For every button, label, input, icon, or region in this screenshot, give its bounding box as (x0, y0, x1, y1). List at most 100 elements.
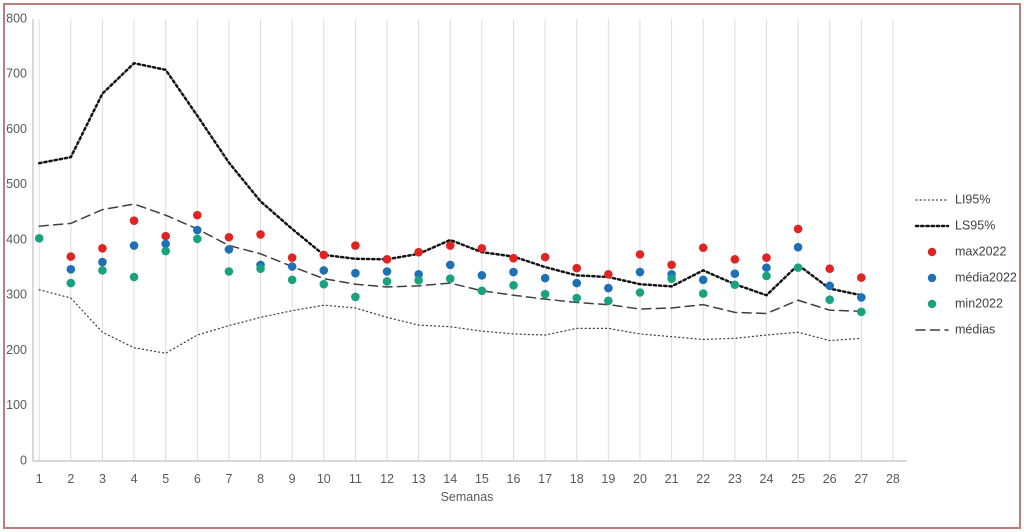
x-tick-label: 22 (696, 472, 710, 486)
point-média2022 (730, 269, 740, 279)
point-média2022 (161, 239, 170, 249)
point-min2022 (129, 272, 139, 282)
point-max2022 (66, 252, 76, 261)
point-média2022 (635, 267, 645, 277)
point-min2022 (698, 289, 708, 298)
point-max2022 (635, 250, 645, 259)
point-média2022 (66, 264, 76, 274)
point-max2022 (793, 224, 803, 234)
point-min2022 (256, 264, 265, 274)
point-média2022 (793, 242, 803, 252)
x-tick-label: 8 (257, 472, 264, 486)
y-tick-label: 100 (6, 398, 27, 412)
point-max2022 (193, 210, 202, 220)
legend-marker-max2022 (927, 247, 937, 257)
point-max2022 (604, 269, 613, 279)
point-max2022 (540, 252, 550, 262)
x-tick-label: 17 (538, 472, 552, 486)
point-max2022 (477, 243, 487, 253)
series-line-li95 (38, 289, 862, 354)
point-média2022 (572, 278, 582, 288)
point-min2022 (604, 296, 613, 306)
legend-label: min2022 (955, 296, 1003, 310)
x-tick-label: 11 (349, 472, 362, 486)
x-tick-label: 5 (162, 472, 169, 486)
point-min2022 (635, 288, 645, 297)
legend-marker-média2022 (927, 273, 937, 283)
point-média2022 (857, 293, 866, 302)
x-tick-label: 14 (443, 472, 457, 486)
point-max2022 (762, 253, 771, 262)
point-max2022 (730, 255, 740, 264)
point-min2022 (319, 279, 329, 289)
point-min2022 (34, 234, 44, 243)
point-max2022 (256, 230, 265, 239)
point-min2022 (477, 286, 487, 296)
x-tick-label: 13 (412, 472, 426, 486)
point-média2022 (477, 271, 487, 280)
series-line-ls95 (37, 61, 863, 297)
point-max2022 (161, 231, 170, 241)
legend-label: médias (955, 322, 995, 336)
x-tick-label: 10 (317, 472, 331, 486)
point-min2022 (445, 274, 455, 283)
point-média2022 (98, 257, 107, 267)
point-max2022 (319, 250, 329, 260)
point-média2022 (509, 267, 518, 277)
point-max2022 (572, 263, 582, 273)
point-min2022 (825, 295, 834, 304)
point-média2022 (825, 281, 834, 291)
y-tick-label: 800 (6, 11, 27, 25)
point-max2022 (667, 260, 676, 270)
point-min2022 (193, 234, 202, 244)
y-tick-label: 300 (6, 288, 27, 302)
point-média2022 (193, 225, 202, 235)
legend-label: média2022 (955, 270, 1017, 284)
legend-label: LS95% (955, 218, 995, 232)
point-min2022 (793, 263, 803, 272)
point-max2022 (445, 241, 455, 250)
point-min2022 (161, 246, 170, 256)
y-tick-label: 600 (6, 122, 27, 136)
point-max2022 (698, 243, 708, 253)
point-max2022 (509, 253, 518, 263)
x-tick-label: 16 (507, 472, 521, 486)
point-média2022 (762, 263, 771, 272)
x-tick-label: 7 (225, 472, 232, 486)
y-tick-label: 500 (6, 177, 27, 191)
point-média2022 (445, 260, 455, 270)
point-média2022 (319, 266, 329, 275)
x-tick-label: 3 (99, 472, 106, 486)
x-tick-label: 1 (36, 472, 43, 486)
y-tick-label: 200 (6, 343, 27, 357)
x-tick-label: 24 (760, 472, 774, 486)
point-max2022 (825, 264, 834, 274)
x-tick-label: 6 (194, 472, 201, 486)
point-média2022 (129, 241, 139, 250)
series-line-médias (38, 203, 863, 315)
point-min2022 (66, 278, 76, 288)
point-min2022 (414, 276, 423, 285)
point-min2022 (540, 289, 550, 299)
point-média2022 (224, 245, 234, 254)
point-max2022 (224, 232, 234, 242)
point-média2022 (351, 268, 360, 278)
point-min2022 (509, 281, 518, 290)
legend-label: LI95% (955, 192, 990, 206)
point-max2022 (98, 243, 107, 253)
x-tick-label: 15 (475, 472, 489, 486)
point-min2022 (857, 307, 866, 317)
point-min2022 (98, 266, 107, 275)
x-axis-title: Semanas (441, 490, 494, 504)
point-min2022 (382, 277, 392, 286)
point-max2022 (287, 253, 297, 262)
point-média2022 (698, 275, 708, 285)
legend-marker-min2022 (927, 299, 937, 309)
point-média2022 (382, 267, 392, 276)
x-tick-label: 23 (728, 472, 742, 486)
point-média2022 (414, 269, 423, 279)
x-tick-label: 12 (380, 472, 394, 486)
x-tick-label: 21 (665, 472, 679, 486)
